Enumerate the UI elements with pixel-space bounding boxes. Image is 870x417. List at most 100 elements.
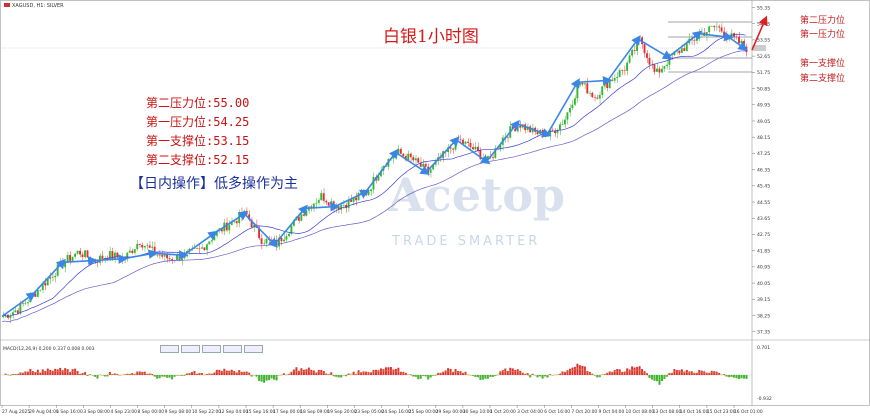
macd-bar (387, 367, 390, 375)
macd-bar (360, 372, 363, 375)
macd-bar (573, 366, 576, 375)
macd-bar (382, 369, 385, 375)
candle (148, 245, 151, 248)
macd-bar (302, 369, 305, 375)
candle (631, 50, 634, 56)
macd-bar (434, 375, 437, 376)
macd-bar (228, 370, 231, 375)
y-tick-label: 55.35 (757, 5, 770, 11)
timeframe-button[interactable] (181, 345, 200, 353)
swing-arrow (546, 78, 580, 135)
candle (529, 126, 532, 133)
macd-bar (335, 375, 338, 377)
macd-bar (695, 372, 698, 375)
candle (636, 40, 638, 51)
macd-bar (16, 374, 19, 375)
right-label-resistance-1: 第一压力位 (800, 30, 846, 40)
macd-bar (626, 368, 629, 375)
macd-bar (384, 367, 387, 375)
macd-bar (392, 369, 395, 375)
candle (350, 199, 353, 202)
level-resistance-2: 第二压力位:55.00 (146, 96, 250, 110)
candle (330, 201, 333, 206)
x-tick-label: 9 Sep 08:00 (165, 409, 192, 415)
swing-arrow (334, 189, 370, 208)
candle (723, 31, 726, 37)
macd-bar (462, 372, 465, 375)
timeframe-button[interactable] (160, 345, 179, 353)
candle (467, 141, 469, 143)
candle (66, 255, 69, 262)
macd-bar (628, 369, 631, 375)
y-tick-label: 39.15 (757, 297, 770, 303)
candle (424, 163, 427, 167)
candle (414, 158, 417, 161)
x-tick-label: 29 Aug 04:00 (29, 409, 59, 415)
macd-bar (700, 370, 703, 375)
macd-bar (56, 369, 59, 375)
macd-bar (81, 372, 84, 375)
candle (462, 139, 464, 144)
macd-bar (621, 371, 624, 375)
macd-bar (633, 367, 636, 375)
candle (41, 282, 44, 290)
candle (643, 44, 646, 54)
macd-bar (414, 375, 417, 377)
candle (317, 200, 320, 203)
candle (282, 239, 285, 242)
candle (176, 254, 178, 261)
macd-bar (723, 374, 726, 375)
candle (738, 36, 740, 44)
y-tick-label: 42.75 (757, 232, 770, 238)
macd-bar (243, 371, 246, 375)
timeframe-button[interactable] (223, 345, 242, 353)
y-tick-label: 49.05 (757, 119, 770, 125)
candle (230, 221, 233, 226)
macd-bar (39, 372, 42, 375)
y-tick-label: 48.15 (757, 135, 770, 141)
macd-bar (290, 371, 293, 375)
timeframe-button[interactable] (244, 345, 263, 353)
macd-bar (447, 368, 450, 375)
candle (516, 125, 519, 132)
candle (320, 193, 323, 201)
macd-bar (44, 371, 47, 375)
macd-bar (195, 373, 198, 375)
macd-bar (394, 368, 397, 375)
candle (34, 293, 37, 297)
macd-bar (673, 369, 676, 375)
candle (658, 68, 661, 73)
swing-arrow (31, 258, 66, 296)
macd-bar (379, 368, 382, 375)
candle (611, 80, 614, 81)
candle (158, 254, 161, 256)
macd-signal-line (4, 367, 746, 382)
swing-arrow (273, 204, 308, 245)
macd-bar (613, 370, 616, 375)
candle (188, 248, 191, 251)
macd-bar (51, 370, 54, 375)
current-price-tag (752, 45, 766, 51)
candle (429, 169, 432, 173)
x-tick-label: 15 Sep 16:00 (246, 409, 276, 415)
candle (136, 243, 139, 250)
x-tick-label: 29 Sep 00:00 (436, 409, 466, 415)
macd-bar (603, 374, 606, 375)
candle (24, 303, 27, 304)
timeframe-buttons[interactable] (160, 338, 265, 357)
candle (171, 259, 173, 261)
candle (581, 82, 584, 85)
candle (108, 251, 111, 260)
candle (598, 94, 601, 99)
candle (372, 177, 375, 190)
macd-bar (740, 375, 743, 379)
candle (566, 112, 569, 120)
timeframe-button[interactable] (202, 345, 221, 353)
macd-bar (61, 370, 64, 375)
macd-bar (128, 374, 131, 375)
candle (21, 303, 24, 304)
macd-bar (141, 371, 144, 375)
candle (571, 104, 574, 108)
candle (626, 62, 629, 71)
